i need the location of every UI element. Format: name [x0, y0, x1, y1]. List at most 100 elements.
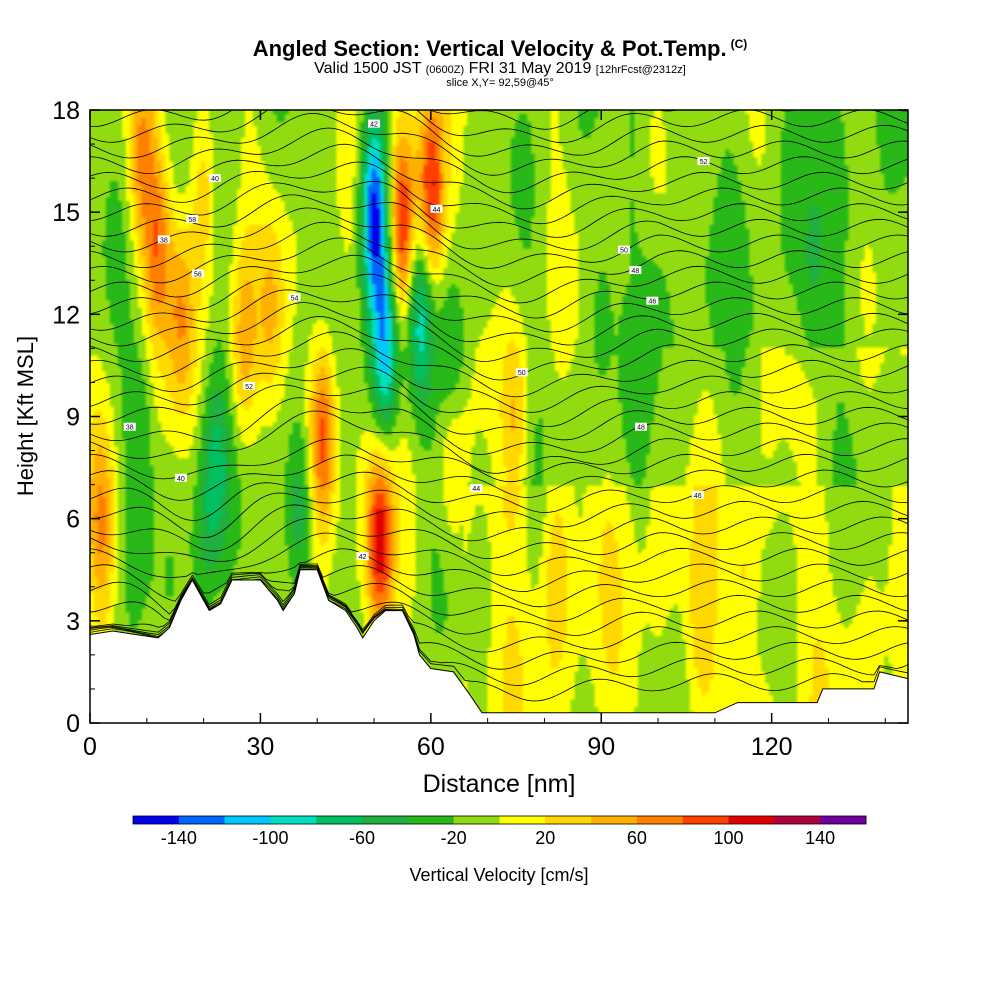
isentrope-line	[90, 112, 908, 176]
x-tick-label: 30	[247, 733, 275, 761]
colorbar-swatch	[636, 816, 684, 824]
isentrope-label: 46	[646, 296, 659, 306]
isentrope-line	[90, 331, 908, 398]
colorbar-swatch	[362, 816, 409, 824]
colorbar-tick-label: -140	[161, 828, 197, 848]
isentrope-line	[90, 110, 908, 157]
svg-text:50: 50	[518, 370, 526, 377]
svg-text:54: 54	[291, 295, 299, 302]
isentrope-label: 42	[368, 119, 381, 129]
isentrope-line	[90, 471, 908, 521]
isentrope-label: 40	[174, 473, 187, 483]
svg-text:48: 48	[637, 425, 645, 432]
colorbar-tick-label: -20	[441, 828, 467, 848]
colorbar-swatch	[316, 816, 363, 824]
svg-text:52: 52	[245, 384, 253, 391]
svg-text:42: 42	[370, 122, 378, 129]
chart-subtitle: Valid 1500 JST (0600Z) FRI 31 May 2019 […	[314, 60, 686, 77]
isentrope-line	[90, 237, 908, 304]
isentrope-line	[90, 563, 908, 615]
colorbar-tick-label: 60	[627, 828, 647, 848]
colorbar-tick-label: 140	[805, 828, 835, 848]
isentrope-label: 46	[691, 490, 704, 500]
isentrope-label: 54	[288, 293, 301, 302]
isentrope-line	[90, 454, 908, 501]
axes: 0 30 60 90 120 0 3 6 9 12 15 18	[52, 97, 908, 761]
isentrope-line	[90, 548, 908, 602]
isentrope-line	[90, 397, 908, 455]
isentrope-line	[90, 143, 908, 210]
colorbar-frame	[132, 815, 867, 825]
colorbar-tick-label: 100	[714, 828, 744, 848]
x-tick-label: 90	[587, 733, 615, 761]
isentrope-line	[90, 289, 908, 346]
colorbar-swatch	[774, 816, 821, 824]
isentrope-line	[90, 489, 908, 539]
isentrope-line	[429, 110, 908, 130]
isentrope-contours	[90, 110, 908, 702]
isentrope-label: 38	[157, 235, 170, 244]
x-tick-label: 120	[751, 733, 793, 761]
colorbar-swatch	[270, 816, 317, 824]
x-tick-label: 0	[83, 733, 97, 761]
colorbar-swatch	[545, 816, 592, 824]
colorbar-swatch	[728, 816, 775, 824]
isentrope-line	[90, 438, 908, 483]
colorbar-label: Vertical Velocity [cm/s]	[409, 865, 588, 885]
svg-text:38: 38	[160, 237, 168, 244]
colorbar-swatch	[499, 816, 546, 824]
isentrope-line	[90, 517, 908, 562]
svg-text:58: 58	[188, 217, 196, 224]
isentrope-line	[90, 564, 908, 622]
isentrope-label: 52	[697, 157, 710, 166]
y-tick-label: 18	[52, 97, 80, 125]
isentrope-line	[90, 316, 908, 381]
colorbar-swatch	[682, 816, 730, 824]
terrain	[90, 569, 908, 723]
isentrope-label: 56	[191, 269, 204, 278]
y-axis-label: Height [Kft MSL]	[13, 336, 38, 496]
colorbar-tick-label: -100	[252, 828, 288, 848]
x-tick-label: 60	[417, 733, 445, 761]
isentrope-line	[90, 348, 908, 413]
chart-title: Angled Section: Vertical Velocity & Pot.…	[252, 36, 748, 61]
isentrope-line	[90, 532, 908, 578]
slice-label: slice X,Y= 92,59@45°	[446, 77, 554, 89]
forecast-tag: [12hrFcst@2312z]	[595, 64, 686, 76]
svg-text:40: 40	[177, 476, 185, 483]
colorbar-tick-label: 20	[535, 828, 555, 848]
isentrope-line	[90, 221, 908, 287]
isentrope-label: 44	[430, 204, 443, 214]
isentrope-label: 44	[470, 484, 483, 493]
colorbar-swatch	[178, 816, 226, 824]
svg-text:42: 42	[359, 554, 367, 561]
isentrope-labels: 38 40 42 44 46 48 50 52 54 56 58 38 40 42 44 46 48 50 52	[123, 119, 710, 561]
colorbar-swatch	[591, 816, 638, 824]
svg-text:44: 44	[472, 486, 480, 493]
isentrope-label: 58	[186, 214, 199, 224]
isentrope-line	[90, 254, 908, 319]
valid-z: (0600Z)	[425, 64, 465, 76]
colorbar-swatch	[224, 816, 271, 824]
y-tick-label: 0	[66, 710, 80, 738]
isentrope-label: 42	[356, 552, 369, 561]
isentrope-line	[90, 207, 908, 269]
isentrope-line	[90, 384, 908, 441]
isentrope-line	[90, 410, 908, 474]
svg-text:40: 40	[211, 176, 219, 183]
svg-text:46: 46	[694, 493, 702, 500]
svg-text:56: 56	[194, 271, 202, 278]
svg-text:38: 38	[126, 425, 134, 432]
isentrope-label: 40	[208, 174, 221, 183]
isentrope-line	[90, 127, 908, 194]
x-axis-label: Distance [nm]	[423, 770, 576, 798]
isentrope-line	[90, 161, 908, 225]
y-tick-label: 12	[52, 301, 80, 329]
colorbar: -140 -100 -60 -20 20 60 100 140	[132, 815, 867, 848]
svg-text:44: 44	[433, 207, 441, 214]
isentrope-label: 48	[635, 422, 648, 432]
svg-text:48: 48	[631, 268, 639, 275]
isentrope-line	[90, 180, 908, 238]
isentrope-line	[90, 504, 908, 552]
